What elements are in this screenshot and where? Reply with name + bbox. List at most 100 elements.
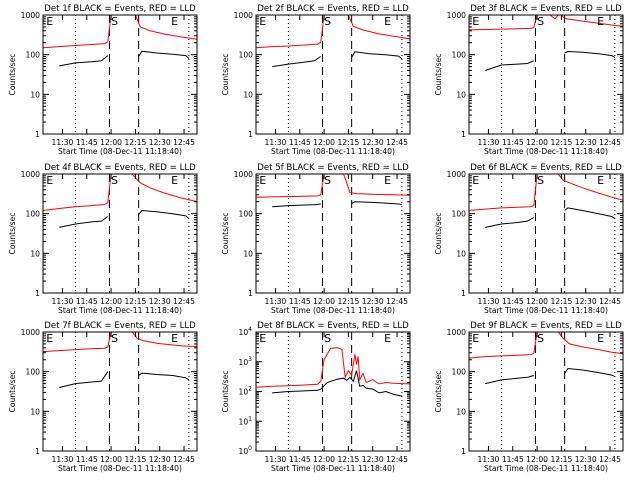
y-tick-exponent: 0: [248, 445, 252, 452]
x-axis-label: Start Time (08-Dec-11 11:18:40): [58, 464, 182, 473]
period-marker: E: [171, 332, 178, 345]
x-tick-label: 12:30: [575, 297, 597, 306]
plot-area: [469, 332, 623, 385]
plot-area: [469, 174, 623, 228]
x-tick-label: 12:45: [386, 138, 408, 147]
x-tick-label: 12:15: [124, 455, 146, 464]
y-tick-base: 10: [239, 388, 249, 397]
period-marker: E: [46, 15, 53, 28]
period-marker: E: [384, 15, 391, 28]
y-tick-label: 10: [30, 90, 40, 99]
period-marker: S: [111, 174, 118, 187]
x-tick-label: 12:15: [124, 138, 146, 147]
events-line: [59, 216, 109, 228]
y-tick-label: 1: [461, 447, 466, 456]
axes-frame: [468, 173, 624, 294]
period-marker: E: [472, 174, 479, 187]
plot-area: [256, 174, 410, 208]
y-tick-exponent: 3: [248, 356, 252, 363]
x-tick-label: 11:45: [502, 455, 524, 464]
x-tick-label: 12:15: [337, 455, 359, 464]
x-tick-label: 12:30: [575, 455, 597, 464]
x-axis-label: Start Time (08-Dec-11 11:18:40): [271, 147, 395, 156]
y-axis-label: Counts/sec: [434, 371, 443, 413]
period-marker: E: [384, 174, 391, 187]
period-marker: S: [537, 332, 544, 345]
events-line: [272, 370, 403, 397]
y-axis-label: Counts/sec: [8, 371, 17, 413]
y-axis-label: Counts/sec: [8, 54, 17, 96]
x-tick-label: 11:45: [289, 455, 311, 464]
x-tick-label: 12:45: [386, 455, 408, 464]
axes-frame: [255, 14, 411, 135]
period-marker: S: [324, 15, 331, 28]
period-marker: S: [111, 15, 118, 28]
y-tick-label: 100: [452, 368, 467, 377]
chart-title: Det 3f BLACK = Events, RED = LLD: [470, 4, 622, 14]
axes-frame: [42, 173, 198, 294]
period-marker: S: [324, 332, 331, 345]
y-tick-label: 1000: [21, 11, 40, 20]
events-line: [351, 201, 402, 205]
chart-title: Det 2f BLACK = Events, RED = LLD: [257, 4, 409, 14]
x-tick-label: 11:30: [478, 297, 500, 306]
y-tick-base: 10: [239, 358, 249, 367]
period-marker: S: [537, 15, 544, 28]
x-tick-label: 11:30: [478, 455, 500, 464]
y-tick-label: 1: [461, 289, 466, 298]
chart-title: Det 7f BLACK = Events, RED = LLD: [44, 321, 196, 331]
chart-title: Det 1f BLACK = Events, RED = LLD: [44, 4, 196, 14]
y-tick-base: 10: [239, 447, 249, 456]
chart-title: Det 9f BLACK = Events, RED = LLD: [470, 321, 622, 331]
x-axis-label: Start Time (08-Dec-11 11:18:40): [271, 464, 395, 473]
y-tick-label: 100: [26, 51, 41, 60]
x-tick-label: 11:30: [265, 297, 287, 306]
period-marker: E: [384, 332, 391, 345]
period-marker: E: [171, 174, 178, 187]
x-tick-label: 12:00: [526, 297, 548, 306]
x-tick-label: 12:15: [550, 297, 572, 306]
y-tick-label: 10: [243, 249, 253, 258]
period-marker: E: [597, 332, 604, 345]
x-axis-label: Start Time (08-Dec-11 11:18:40): [484, 464, 608, 473]
x-tick-label: 12:00: [313, 297, 335, 306]
x-axis-label: Start Time (08-Dec-11 11:18:40): [58, 147, 182, 156]
x-tick-label: 11:30: [265, 455, 287, 464]
y-tick-label: 10: [456, 90, 466, 99]
y-tick-label: 1: [248, 130, 253, 139]
x-tick-label: 12:15: [550, 138, 572, 147]
y-tick-label: 100: [452, 51, 467, 60]
y-tick-label: 1: [35, 289, 40, 298]
y-tick-label: 100: [26, 210, 41, 219]
period-marker: S: [324, 174, 331, 187]
axes-frame: [255, 173, 411, 294]
x-tick-label: 12:30: [149, 138, 171, 147]
x-tick-label: 11:45: [289, 297, 311, 306]
lld-line: [469, 332, 623, 359]
period-marker: E: [259, 332, 266, 345]
axes-frame: [42, 14, 198, 135]
x-axis-label: Start Time (08-Dec-11 11:18:40): [484, 306, 608, 315]
events-line: [485, 60, 534, 71]
x-tick-label: 12:45: [599, 138, 621, 147]
y-tick-label: 1: [35, 447, 40, 456]
y-tick-label: 104: [239, 326, 253, 337]
period-marker: E: [46, 174, 53, 187]
y-tick-label: 1000: [21, 328, 40, 337]
y-axis-label: Counts/sec: [434, 54, 443, 96]
y-tick-exponent: 1: [248, 415, 252, 422]
plot-area: [469, 15, 623, 71]
x-tick-label: 12:00: [100, 138, 122, 147]
x-tick-label: 11:45: [502, 138, 524, 147]
plot-area: [256, 15, 410, 68]
y-tick-base: 10: [239, 417, 249, 426]
x-tick-label: 12:15: [124, 297, 146, 306]
events-line: [59, 371, 109, 388]
y-tick-label: 100: [239, 51, 254, 60]
